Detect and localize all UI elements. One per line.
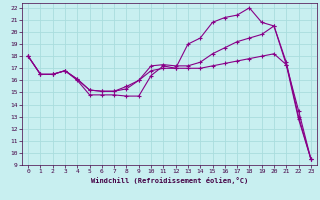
X-axis label: Windchill (Refroidissement éolien,°C): Windchill (Refroidissement éolien,°C) bbox=[91, 177, 248, 184]
